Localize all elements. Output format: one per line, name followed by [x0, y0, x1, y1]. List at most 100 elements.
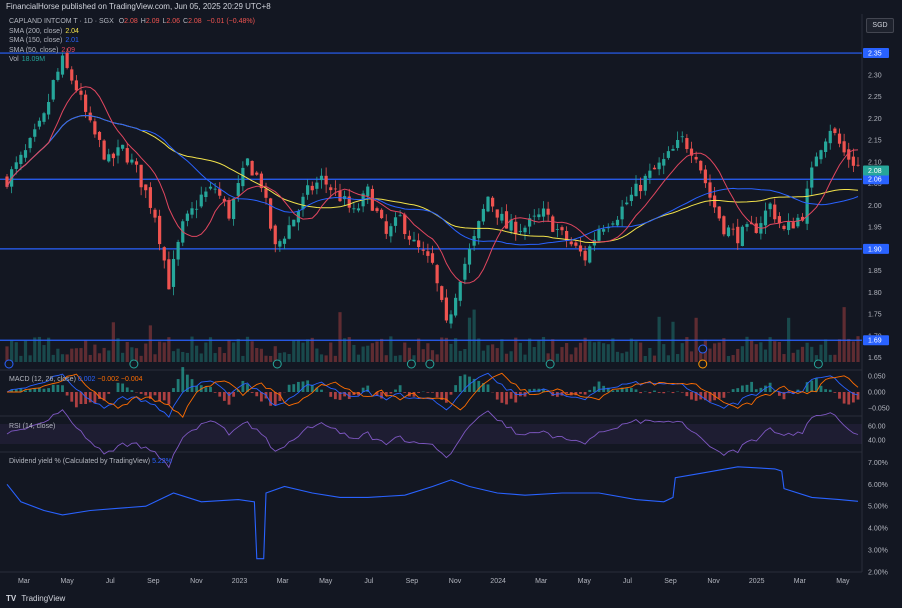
footer-brand[interactable]: TV TradingView [0, 590, 902, 608]
volume-bar [56, 348, 60, 362]
macd-hist-bar [250, 392, 254, 393]
candle-body [532, 215, 536, 217]
indicator-row[interactable]: SMA (50, close) 2.09 [9, 46, 255, 56]
candle-body [805, 188, 809, 224]
macd-hist-bar [597, 381, 601, 392]
rsi-legend: RSI (14, close) [9, 423, 55, 430]
macd-hist-bar [28, 388, 32, 392]
candle-body [851, 156, 855, 166]
macd-hist-bar [42, 388, 46, 392]
volume-bar [171, 351, 176, 362]
volume-bar [546, 353, 550, 362]
candle-body [245, 158, 250, 166]
volume-bar [380, 338, 384, 362]
volume-bar [541, 336, 546, 362]
indicator-row[interactable]: SMA (200, close) 2.04 [9, 27, 255, 37]
volume-bar [713, 343, 717, 362]
volume-bar [329, 342, 333, 362]
candle-body [393, 217, 398, 226]
macd-hist-bar [680, 392, 684, 393]
time-tick-label: May [319, 578, 333, 585]
candle-body [384, 221, 388, 234]
candle-body [546, 208, 550, 215]
macd-hist-bar [805, 382, 809, 392]
candle-body [634, 183, 638, 197]
volume-bar [403, 342, 407, 362]
volume-bar [273, 346, 277, 362]
macd-hist-bar [551, 392, 555, 397]
volume-bar [819, 344, 823, 362]
volume-bar [287, 353, 291, 362]
volume-bar [782, 354, 786, 362]
candle-body [70, 69, 74, 81]
volume-bar [495, 348, 499, 362]
macd-hist-bar [833, 392, 837, 393]
candle-body [782, 225, 786, 230]
volume-bar [111, 322, 115, 362]
candle-body [74, 80, 78, 91]
volume-bar [352, 344, 356, 362]
time-tick-label: Jul [364, 578, 373, 585]
level-label: 1.90 [868, 246, 882, 253]
macd-hist-bar [791, 392, 795, 394]
volume-bar [264, 355, 268, 362]
level-label: 2.06 [868, 177, 882, 184]
candle-body [574, 242, 578, 246]
volume-bar [190, 336, 194, 362]
indicator-row[interactable]: Vol 18.09M [9, 55, 255, 65]
candle-body [722, 216, 726, 235]
volume-bar [717, 342, 721, 362]
macd-hist-bar [435, 392, 439, 398]
macd-hist-bar [98, 392, 101, 400]
macd-hist-bar [292, 384, 296, 392]
candle-body [199, 194, 203, 207]
candle-body [819, 150, 823, 160]
time-tick-label: Nov [707, 578, 720, 585]
event-marker-icon [698, 359, 708, 369]
candle-body [33, 129, 37, 137]
candle-body [167, 259, 171, 290]
yield-legend: Dividend yield % (Calculated by TradingV… [9, 458, 172, 465]
tradingview-logo-icon: TV [6, 594, 17, 603]
ohlc-key: C [183, 18, 189, 25]
price-tick-label: 1.85 [868, 268, 882, 275]
macd-hist-bar [33, 388, 37, 392]
candle-body [810, 167, 814, 188]
macd-hist-bar [671, 392, 675, 394]
candle-body [190, 208, 194, 215]
macd-hist-bar [121, 383, 125, 392]
macd-hist-bar [736, 388, 740, 392]
volume-bar [800, 346, 805, 362]
volume-bar [324, 355, 328, 362]
volume-bar [121, 352, 125, 362]
indicator-label: SMA (50, close) [9, 46, 59, 54]
candle-body [130, 159, 134, 163]
macd-hist-bar [731, 389, 735, 392]
currency-button[interactable]: SGD [866, 18, 894, 33]
volume-bar [222, 353, 226, 362]
candle-body [763, 210, 768, 226]
volume-bar [389, 336, 393, 362]
volume-bar [88, 354, 92, 362]
price-tick-label: 1.75 [868, 312, 882, 319]
volume-bar [777, 341, 781, 362]
macd-hist-bar [273, 392, 277, 406]
candle-body [537, 214, 541, 218]
candle-body [856, 164, 860, 166]
candle-body [153, 209, 157, 218]
macd-hist-bar [246, 384, 249, 392]
macd-hist-bar [236, 389, 240, 392]
candle-body [449, 314, 453, 324]
volume-bar [292, 340, 296, 362]
indicator-row[interactable]: SMA (150, close) 2.01 [9, 36, 255, 46]
volume-bar [153, 354, 157, 362]
volume-bar [662, 344, 666, 362]
volume-bar [652, 355, 657, 362]
candle-body [213, 188, 217, 190]
candle-body [412, 239, 416, 242]
time-tick-label: Sep [664, 578, 677, 585]
time-tick-label: Mar [18, 578, 31, 585]
macd-tick-label: 0.050 [868, 374, 886, 381]
volume-bar [565, 343, 569, 362]
